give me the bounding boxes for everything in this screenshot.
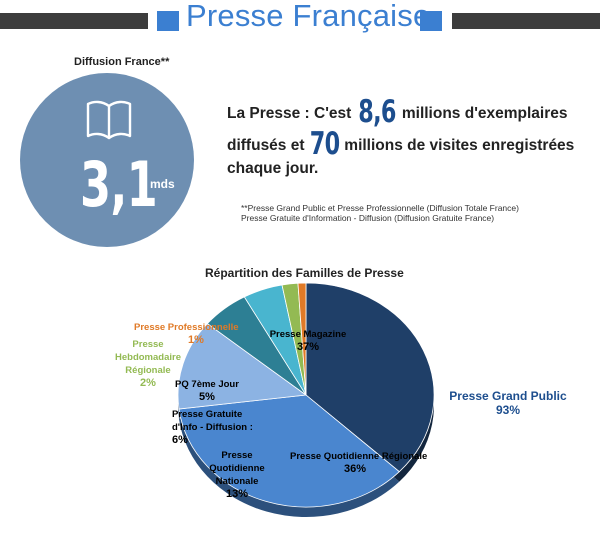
open-book-icon bbox=[86, 100, 132, 140]
slice-value: 6% bbox=[172, 434, 188, 446]
slice-label-gratuite: Presse Gratuite d'Info - Diffusion : 6% bbox=[172, 408, 268, 447]
slice-label-regionale: Presse Quotidienne Régionale 36% bbox=[290, 450, 428, 476]
slice-value: 13% bbox=[225, 488, 249, 500]
slice-value: 1% bbox=[188, 334, 204, 346]
slice-label-text: Presse Gratuite d'Info - Diffusion : bbox=[172, 409, 253, 433]
slice-value: 37% bbox=[296, 341, 320, 353]
statement-line-3: chaque jour. bbox=[227, 160, 318, 178]
header-square-right bbox=[420, 11, 442, 31]
pie-slice bbox=[297, 282, 307, 396]
slice-label-magazine: Presse Magazine 37% bbox=[268, 328, 348, 354]
slice-value: 2% bbox=[140, 377, 156, 389]
slice-label-text: Presse Quotidienne Nationale bbox=[209, 450, 265, 487]
statement-text: La Presse : C'est bbox=[227, 105, 352, 122]
statement-line-2: diffusés et 70 millions de visites enreg… bbox=[227, 126, 574, 162]
slice-label-nationale: Presse Quotidienne Nationale 13% bbox=[197, 449, 277, 501]
header-bar-right bbox=[452, 13, 600, 29]
copies-number: 8,6 bbox=[357, 94, 396, 130]
slice-value: 5% bbox=[199, 391, 215, 403]
statement-text: millions d'exemplaires bbox=[401, 105, 568, 122]
chart-title: Répartition des Familles de Presse bbox=[205, 266, 404, 280]
slice-label-hebdo: Presse Hebdomadaire Régionale 2% bbox=[110, 338, 186, 390]
slice-label-text: PQ 7ème Jour bbox=[175, 379, 239, 390]
statement-text: chaque jour. bbox=[227, 160, 319, 177]
group-value: 93% bbox=[495, 403, 521, 417]
slice-label-pq7: PQ 7ème Jour 5% bbox=[172, 378, 242, 404]
statement-text: millions de visites enregistrées bbox=[344, 137, 575, 154]
circle-caption: Diffusion France** bbox=[74, 56, 170, 68]
slice-label-text: Presse Professionnelle bbox=[134, 322, 239, 333]
group-label: Presse Grand Public bbox=[449, 389, 567, 403]
slice-label-text: Presse Quotidienne Régionale bbox=[290, 451, 428, 462]
footnote-1: **Presse Grand Public et Presse Professi… bbox=[241, 203, 519, 213]
slice-label-text: Presse Hebdomadaire Régionale bbox=[115, 339, 181, 376]
diffusion-unit: mds bbox=[150, 177, 175, 191]
pie-slice bbox=[305, 282, 435, 473]
statement-text: diffusés et bbox=[227, 137, 305, 154]
diffusion-value: 3,1 bbox=[80, 148, 158, 221]
header-bar-left bbox=[0, 13, 148, 29]
pie-slice bbox=[177, 323, 308, 410]
slice-value: 36% bbox=[343, 463, 367, 475]
diffusion-circle bbox=[20, 73, 194, 247]
slice-label-pro: Presse Professionnelle 1% bbox=[134, 321, 239, 347]
visits-number: 70 bbox=[309, 126, 340, 162]
pie-slice bbox=[178, 394, 400, 508]
group-annotation: Presse Grand Public 93% bbox=[448, 389, 568, 417]
footnote-2: Presse Gratuite d'Information - Diffusio… bbox=[241, 213, 495, 223]
statement-line-1: La Presse : C'est 8,6 millions d'exempla… bbox=[227, 94, 568, 130]
header-square-left bbox=[157, 11, 179, 31]
slice-label-text: Presse Magazine bbox=[269, 329, 347, 340]
page-title: Presse Française bbox=[186, 0, 431, 33]
